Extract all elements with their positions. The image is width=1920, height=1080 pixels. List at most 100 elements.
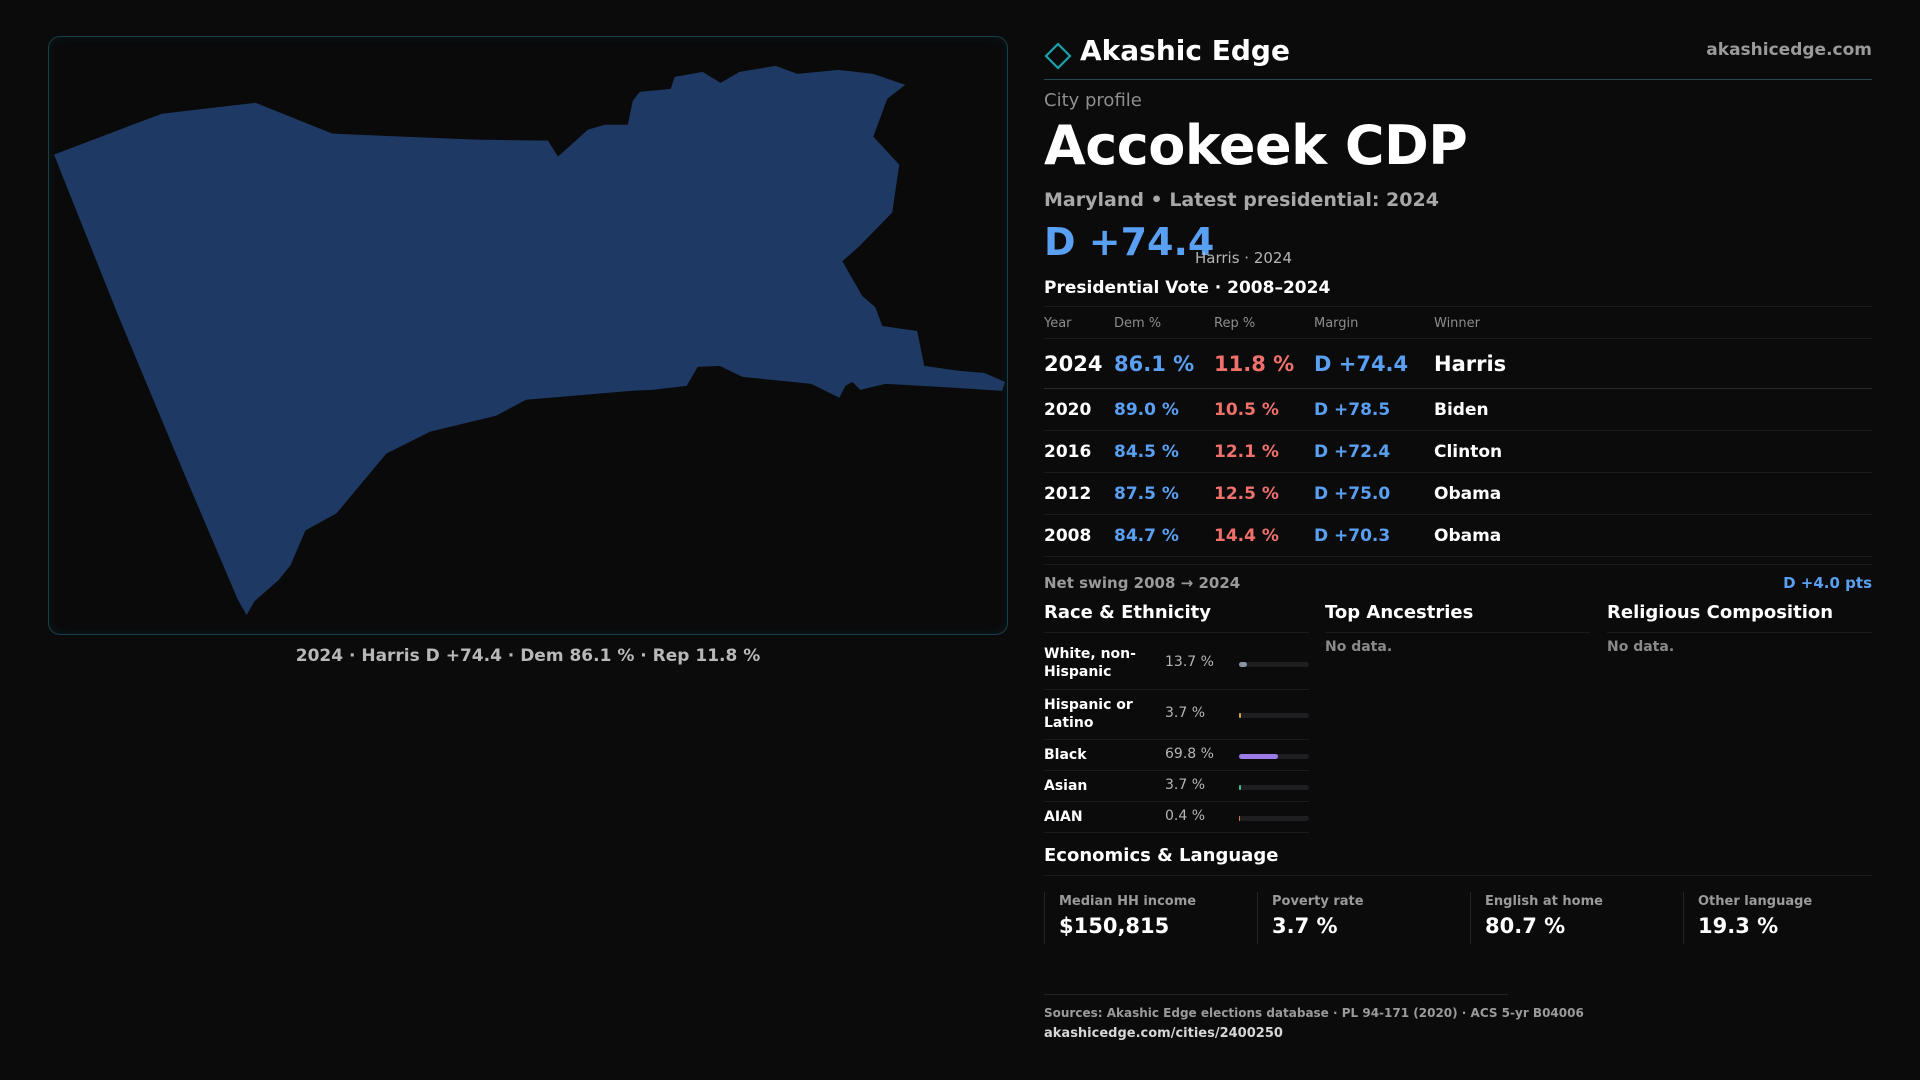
cell-year: 2008 <box>1044 526 1092 546</box>
race-bar-fill <box>1239 785 1242 790</box>
cell-rep: 12.5 % <box>1214 484 1279 504</box>
sources-note: Sources: Akashic Edge elections database… <box>1044 1006 1584 1020</box>
race-bar-fill <box>1239 662 1247 667</box>
race-bar <box>1239 662 1309 667</box>
race-bar <box>1239 713 1309 718</box>
vote-table-header: Year Dem % Rep % Margin Winner <box>1044 307 1872 339</box>
race-bar <box>1239 754 1309 759</box>
diamond-icon <box>1044 42 1072 70</box>
header-year: Year <box>1044 316 1072 331</box>
city-boundary-map <box>53 65 1006 616</box>
cell-margin: D +78.5 <box>1314 400 1391 420</box>
cell-margin: D +72.4 <box>1314 442 1391 462</box>
race-label: Hispanic or Latino <box>1044 697 1133 731</box>
ancestries-section-title: Top Ancestries <box>1325 602 1474 623</box>
header-winner: Winner <box>1434 316 1481 331</box>
econ-label: English at home <box>1485 894 1603 909</box>
race-row: Asian 3.7 % <box>1044 771 1309 802</box>
race-pct: 3.7 % <box>1165 777 1206 793</box>
net-swing-value: D +4.0 pts <box>1783 574 1872 592</box>
table-row: 2008 84.7 % 14.4 % D +70.3 Obama <box>1044 515 1872 557</box>
race-row: Black 69.8 % <box>1044 740 1309 771</box>
header-margin: Margin <box>1314 316 1359 331</box>
latest-margin-note: Harris · 2024 <box>1195 249 1293 267</box>
race-row: Hispanic or Latino 3.7 % <box>1044 690 1309 740</box>
cell-margin: D +74.4 <box>1314 352 1409 376</box>
race-pct: 0.4 % <box>1165 808 1206 824</box>
map-caption: 2024 · Harris D +74.4 · Dem 86.1 % · Rep… <box>295 646 761 666</box>
brand-site-link[interactable]: akashicedge.com <box>1706 40 1872 60</box>
econ-value: 19.3 % <box>1698 914 1779 938</box>
race-bar <box>1239 816 1309 821</box>
race-row: White, non-Hispanic 13.7 % <box>1044 640 1309 690</box>
econ-card-english: English at home 80.7 % <box>1470 892 1683 944</box>
race-bar <box>1239 785 1309 790</box>
econ-value: 80.7 % <box>1485 914 1566 938</box>
cell-winner: Obama <box>1434 526 1502 546</box>
cell-dem: 89.0 % <box>1114 400 1179 420</box>
cell-rep: 11.8 % <box>1214 352 1295 376</box>
econ-card-other-language: Other language 19.3 % <box>1683 892 1872 944</box>
cell-margin: D +70.3 <box>1314 526 1391 546</box>
cell-dem: 87.5 % <box>1114 484 1179 504</box>
econ-label: Other language <box>1698 894 1813 909</box>
cell-margin: D +75.0 <box>1314 484 1391 504</box>
table-row: 2024 86.1 % 11.8 % D +74.4 Harris <box>1044 339 1872 389</box>
ancestries-section-divider <box>1325 632 1590 633</box>
race-pct: 69.8 % <box>1165 746 1214 762</box>
header-rep: Rep % <box>1214 316 1256 331</box>
cell-year: 2020 <box>1044 400 1092 420</box>
cell-winner: Obama <box>1434 484 1502 504</box>
table-row: 2012 87.5 % 12.5 % D +75.0 Obama <box>1044 473 1872 515</box>
table-row: 2020 89.0 % 10.5 % D +78.5 Biden <box>1044 389 1872 431</box>
net-swing-row: Net swing 2008 → 2024 D +4.0 pts <box>1044 564 1872 600</box>
econ-value: $150,815 <box>1059 914 1170 938</box>
econ-card-poverty: Poverty rate 3.7 % <box>1257 892 1470 944</box>
race-label: Asian <box>1044 778 1088 794</box>
brand-header: Akashic Edge akashicedge.com <box>1044 30 1872 80</box>
cell-rep: 12.1 % <box>1214 442 1279 462</box>
vote-table-title: Presidential Vote · 2008–2024 <box>1044 278 1331 298</box>
econ-card-income: Median HH income $150,815 <box>1044 892 1257 944</box>
ancestries-empty: No data. <box>1325 639 1393 655</box>
map-panel <box>48 36 1008 635</box>
cell-year: 2016 <box>1044 442 1092 462</box>
race-bar-fill <box>1239 713 1242 718</box>
religion-empty: No data. <box>1607 639 1675 655</box>
cell-year: 2024 <box>1044 352 1103 376</box>
race-bar-fill <box>1239 816 1241 821</box>
race-label: Black <box>1044 747 1087 763</box>
race-section-title: Race & Ethnicity <box>1044 602 1211 623</box>
cell-dem: 84.7 % <box>1114 526 1179 546</box>
econ-value: 3.7 % <box>1272 914 1338 938</box>
race-pct: 3.7 % <box>1165 705 1206 721</box>
race-row: AIAN 0.4 % <box>1044 802 1309 833</box>
economics-section-divider <box>1044 875 1872 876</box>
source-url-link[interactable]: akashicedge.com/cities/2400250 <box>1044 1026 1283 1041</box>
sources-divider <box>1044 994 1508 995</box>
religion-section-divider <box>1607 632 1872 633</box>
latest-margin: D +74.4 <box>1044 220 1215 264</box>
economics-section-title: Economics & Language <box>1044 845 1279 866</box>
cell-rep: 14.4 % <box>1214 526 1279 546</box>
race-label: White, non-Hispanic <box>1044 646 1136 680</box>
page-title: Accokeek CDP <box>1044 114 1468 177</box>
cell-dem: 86.1 % <box>1114 352 1195 376</box>
cell-winner: Clinton <box>1434 442 1503 462</box>
race-label: AIAN <box>1044 809 1083 825</box>
religion-section-title: Religious Composition <box>1607 602 1834 623</box>
race-bar-fill <box>1239 754 1279 759</box>
header-dem: Dem % <box>1114 316 1162 331</box>
econ-label: Poverty rate <box>1272 894 1364 909</box>
page-subtitle: Maryland • Latest presidential: 2024 <box>1044 189 1439 211</box>
cell-rep: 10.5 % <box>1214 400 1279 420</box>
cell-winner: Biden <box>1434 400 1489 420</box>
city-profile-panel: Akashic Edge akashicedge.com City profil… <box>1044 0 1872 1080</box>
econ-label: Median HH income <box>1059 894 1197 909</box>
race-pct: 13.7 % <box>1165 654 1214 670</box>
cell-year: 2012 <box>1044 484 1092 504</box>
cell-winner: Harris <box>1434 352 1507 376</box>
cell-dem: 84.5 % <box>1114 442 1179 462</box>
vote-table: Year Dem % Rep % Margin Winner 2024 86.1… <box>1044 306 1872 557</box>
net-swing-label: Net swing 2008 → 2024 <box>1044 574 1241 592</box>
